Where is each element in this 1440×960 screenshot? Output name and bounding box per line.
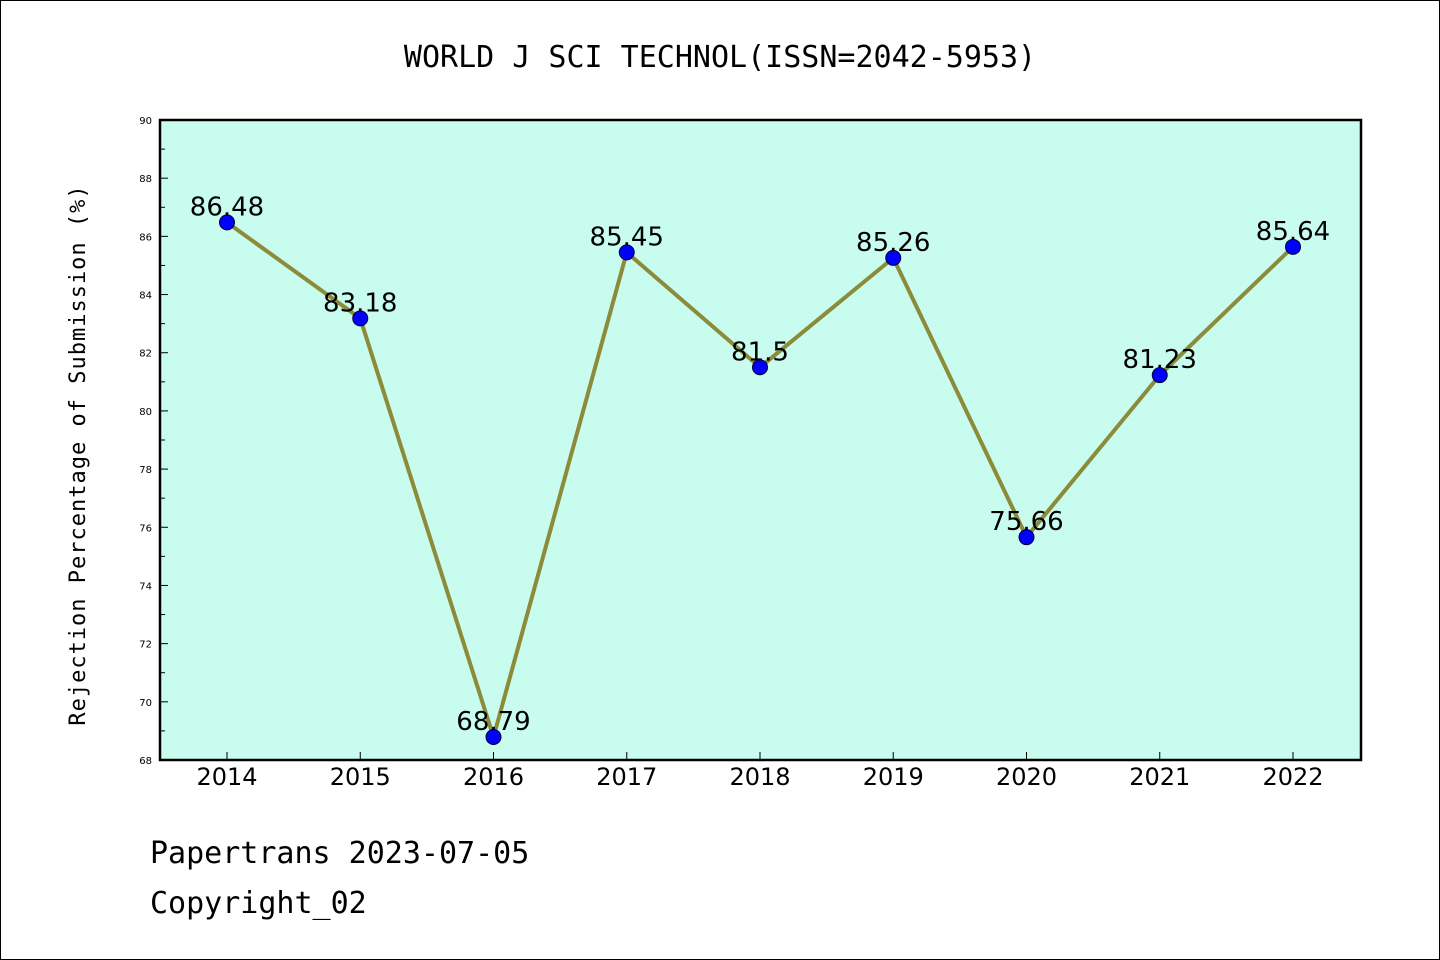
- y-tick-label: 86: [139, 232, 152, 243]
- x-tick-label: 2014: [196, 763, 257, 791]
- x-tick-label: 2015: [330, 763, 391, 791]
- series-layer: [219, 214, 1301, 746]
- data-point: [1018, 529, 1035, 546]
- data-point: [485, 729, 502, 746]
- data-label: 81.23: [1123, 345, 1197, 375]
- data-point: [219, 214, 235, 231]
- data-point: [1285, 238, 1301, 255]
- footer-copyright: Copyright_02: [150, 886, 367, 921]
- y-tick-label: 74: [139, 581, 152, 592]
- x-tick-label: 2019: [863, 763, 924, 791]
- x-tick-label: 2020: [996, 763, 1057, 791]
- data-label: 68.79: [456, 707, 530, 737]
- chart-title: WORLD J SCI TECHNOL(ISSN=2042-5953): [404, 40, 1036, 75]
- y-tick-label: 88: [139, 174, 152, 185]
- data-point: [618, 244, 635, 261]
- data-label: 85.45: [590, 222, 664, 252]
- y-tick-label: 90: [139, 116, 152, 127]
- data-label: 85.64: [1256, 217, 1330, 247]
- data-label: 83.18: [323, 288, 397, 318]
- y-tick-label: 78: [139, 465, 152, 476]
- x-tick-label: 2017: [596, 763, 657, 791]
- y-tick-label: 82: [139, 349, 152, 360]
- data-point: [885, 249, 902, 266]
- data-point: [352, 310, 369, 327]
- y-axis-label: Rejection Percentage of Submission (%): [66, 184, 91, 725]
- data-label: 85.26: [856, 228, 930, 258]
- footer-date: Papertrans 2023-07-05: [150, 836, 530, 871]
- y-tick-label: 76: [139, 523, 152, 534]
- x-tick-label: 2016: [463, 763, 524, 791]
- y-tick-label: 80: [139, 407, 152, 418]
- data-label: 86.48: [190, 192, 264, 222]
- x-tick-label: 2021: [1129, 763, 1190, 791]
- x-tick-label: 2018: [729, 763, 790, 791]
- x-tick-label: 2022: [1262, 763, 1323, 791]
- plot-border: [158, 118, 1363, 762]
- data-label: 75.66: [989, 507, 1063, 537]
- y-tick-label: 68: [139, 756, 152, 767]
- data-label: 81.5: [731, 337, 789, 367]
- data-point: [752, 359, 768, 376]
- axis-ticks: 68 70 72 74 76 78 80 82 84 86 88 90 2014 2015 2016 2017…: [139, 116, 1323, 791]
- y-tick-label: 70: [139, 698, 152, 709]
- y-tick-label: 84: [139, 291, 152, 302]
- data-point: [1151, 367, 1168, 384]
- y-tick-label: 72: [139, 640, 152, 651]
- plot-area: [160, 120, 1361, 760]
- data-labels: 86.48 83.18 68.79 85.45 81.5 85.26 75.66 81.23 8…: [190, 192, 1330, 737]
